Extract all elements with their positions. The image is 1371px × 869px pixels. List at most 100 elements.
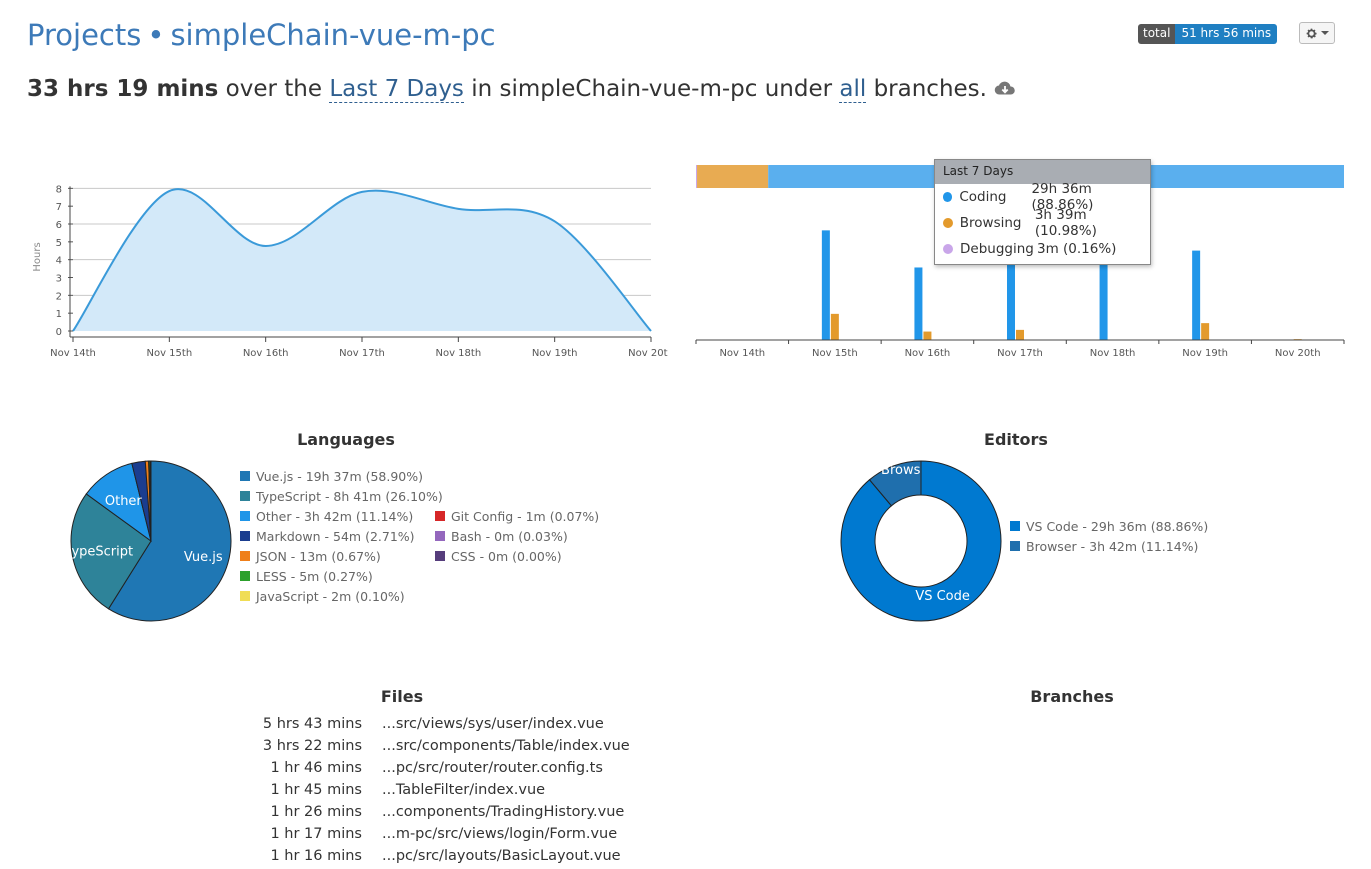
bar-coding (1192, 250, 1201, 340)
pie-slice-typescript (70, 493, 152, 610)
total-time-badge[interactable]: total 51 hrs 56 mins (1138, 24, 1278, 44)
pie-label: ypeScript (71, 544, 133, 559)
caret-down-icon (1321, 31, 1329, 35)
file-row[interactable]: 1 hr 45 mins ...TableFilter/index.vue (260, 779, 630, 801)
daily-hours-area-chart: 0 1 2 3 4 5 6 7 8 Hours Nov 14th Nov 15th Nov 16th No… (32, 184, 668, 359)
legend-item-git-config[interactable]: Git Config - 1m (0.07%) (435, 506, 599, 526)
file-path: ...pc/src/layouts/BasicLayout.vue (382, 848, 621, 864)
area-line (72, 188, 652, 332)
file-path: ...pc/src/router/router.config.ts (382, 760, 603, 776)
totals-bar-debugging (696, 165, 698, 188)
legend-swatch (240, 511, 250, 521)
x-tick-label: Nov 16th (905, 348, 951, 359)
file-row[interactable]: 1 hr 26 mins ...components/TradingHistory… (260, 801, 630, 823)
file-row[interactable]: 3 hrs 22 mins ...src/components/Table/ind… (260, 735, 630, 757)
gear-icon (1306, 28, 1317, 38)
legend-swatch (240, 571, 250, 581)
x-tick-label: Nov 18th (1090, 348, 1136, 359)
legend-item-markdown[interactable]: Markdown - 54m (2.71%) (240, 526, 443, 546)
x-tick-label: Nov 20th (628, 348, 668, 359)
x-tick-label: Nov 17th (339, 348, 385, 359)
breadcrumb-separator: • (147, 18, 165, 52)
x-tick-label: Nov 18th (435, 348, 481, 359)
y-tick-label: 4 (56, 256, 62, 267)
bar-coding (914, 267, 923, 340)
legend-item-vuejs[interactable]: Vue.js - 19h 37m (58.90%) (240, 466, 443, 486)
legend-swatch (435, 531, 445, 541)
legend-item-bash[interactable]: Bash - 0m (0.03%) (435, 526, 599, 546)
legend-swatch (240, 551, 250, 561)
x-tick-label: Nov 15th (146, 348, 192, 359)
legend-item-json[interactable]: JSON - 13m (0.67%) (240, 546, 443, 566)
legend-swatch (1010, 541, 1020, 551)
file-row[interactable]: 5 hrs 43 mins ...src/views/sys/user/index… (260, 713, 630, 735)
summary-text-1: over the (225, 76, 323, 102)
x-tick-label: Nov 14th (50, 348, 96, 359)
legend-label: Vue.js - 19h 37m (58.90%) (256, 468, 424, 484)
tooltip-row-value: 29h 36m (88.86%) (1031, 181, 1094, 213)
bar-coding (1099, 225, 1108, 340)
bar-browsing (1201, 323, 1210, 340)
total-badge-label: total (1138, 24, 1176, 44)
x-tick-label: Nov 19th (1182, 348, 1228, 359)
projects-link[interactable]: Projects (27, 18, 142, 52)
pie-label: Vue.js (184, 550, 223, 565)
tooltip-title: Last 7 Days (935, 160, 1150, 184)
legend-item-javascript[interactable]: JavaScript - 2m (0.10%) (240, 586, 443, 606)
pie-slice-vue-js (107, 460, 232, 622)
file-duration: 5 hrs 43 mins (262, 716, 362, 732)
settings-dropdown-button[interactable] (1299, 22, 1335, 44)
legend-label: Markdown - 54m (2.71%) (256, 528, 415, 544)
editors-title: Editors (984, 430, 1048, 449)
files-list: 5 hrs 43 mins ...src/views/sys/user/index… (260, 713, 630, 867)
summary-text-3: branches. (873, 76, 987, 102)
legend-swatch (435, 551, 445, 561)
legend-label: JSON - 13m (0.67%) (256, 548, 381, 564)
file-row[interactable]: 1 hr 17 mins ...m-pc/src/views/login/Form… (260, 823, 630, 845)
legend-item-vs-code[interactable]: VS Code - 29h 36m (88.86%) (1010, 516, 1208, 536)
legend-item-browser[interactable]: Browser - 3h 42m (11.14%) (1010, 536, 1208, 556)
legend-swatch (240, 491, 250, 501)
coding-dot-icon (943, 192, 953, 202)
bar-coding (1007, 215, 1015, 340)
legend-label: Other - 3h 42m (11.14%) (256, 508, 414, 524)
file-duration: 1 hr 26 mins (270, 804, 362, 820)
tooltip-row-name: Coding (959, 189, 1007, 205)
legend-item-css[interactable]: CSS - 0m (0.00%) (435, 546, 599, 566)
date-range-link[interactable]: Last 7 Days (329, 76, 464, 103)
summary-text-2: in simpleChain-vue-m-pc under (471, 76, 833, 102)
legend-label: Browser - 3h 42m (11.14%) (1026, 538, 1199, 554)
y-tick-label: 0 (56, 327, 62, 338)
tooltip-row-name: Browsing (959, 215, 1022, 231)
x-tick-label: Nov 19th (532, 348, 578, 359)
donut-label: VS Code (915, 589, 970, 604)
files-title: Files (380, 687, 424, 706)
legend-label: CSS - 0m (0.00%) (451, 548, 562, 564)
project-name-link[interactable]: simpleChain-vue-m-pc (170, 18, 496, 52)
legend-label: Git Config - 1m (0.07%) (451, 508, 600, 524)
file-row[interactable]: 1 hr 16 mins ...pc/src/layouts/BasicLayou… (260, 845, 630, 867)
file-path: ...TableFilter/index.vue (382, 782, 546, 798)
legend-item-other[interactable]: Other - 3h 42m (11.14%) (240, 506, 443, 526)
branch-filter-link[interactable]: all (839, 76, 867, 103)
languages-title: Languages (297, 430, 395, 449)
file-path: ...m-pc/src/views/login/Form.vue (382, 826, 618, 842)
languages-legend-col2: Git Config - 1m (0.07%) Bash - 0m (0.03%… (435, 506, 599, 566)
legend-swatch (240, 591, 250, 601)
tooltip-row-value: 3m (0.16%) (1037, 241, 1117, 257)
tooltip-row-value: 3h 39m (10.98%) (1034, 207, 1097, 239)
legend-item-typescript[interactable]: TypeScript - 8h 41m (26.10%) (240, 486, 443, 506)
cloud-download-icon[interactable] (994, 79, 1016, 97)
x-tick-label: Nov 20th (1275, 348, 1321, 359)
y-tick-label: 2 (56, 291, 62, 302)
y-axis-label: Hours (32, 242, 43, 271)
legend-swatch (435, 511, 445, 521)
pie-label: Other (105, 494, 143, 509)
file-row[interactable]: 1 hr 46 mins ...pc/src/router/router.conf… (260, 757, 630, 779)
legend-item-less[interactable]: LESS - 5m (0.27%) (240, 566, 443, 586)
editors-legend: VS Code - 29h 36m (88.86%) Browser - 3h … (1010, 516, 1208, 556)
y-tick-label: 7 (56, 202, 62, 213)
y-tick-label: 1 (56, 309, 62, 320)
chart-tooltip: Last 7 Days Coding 29h 36m (88.86%) Brow… (934, 159, 1151, 265)
